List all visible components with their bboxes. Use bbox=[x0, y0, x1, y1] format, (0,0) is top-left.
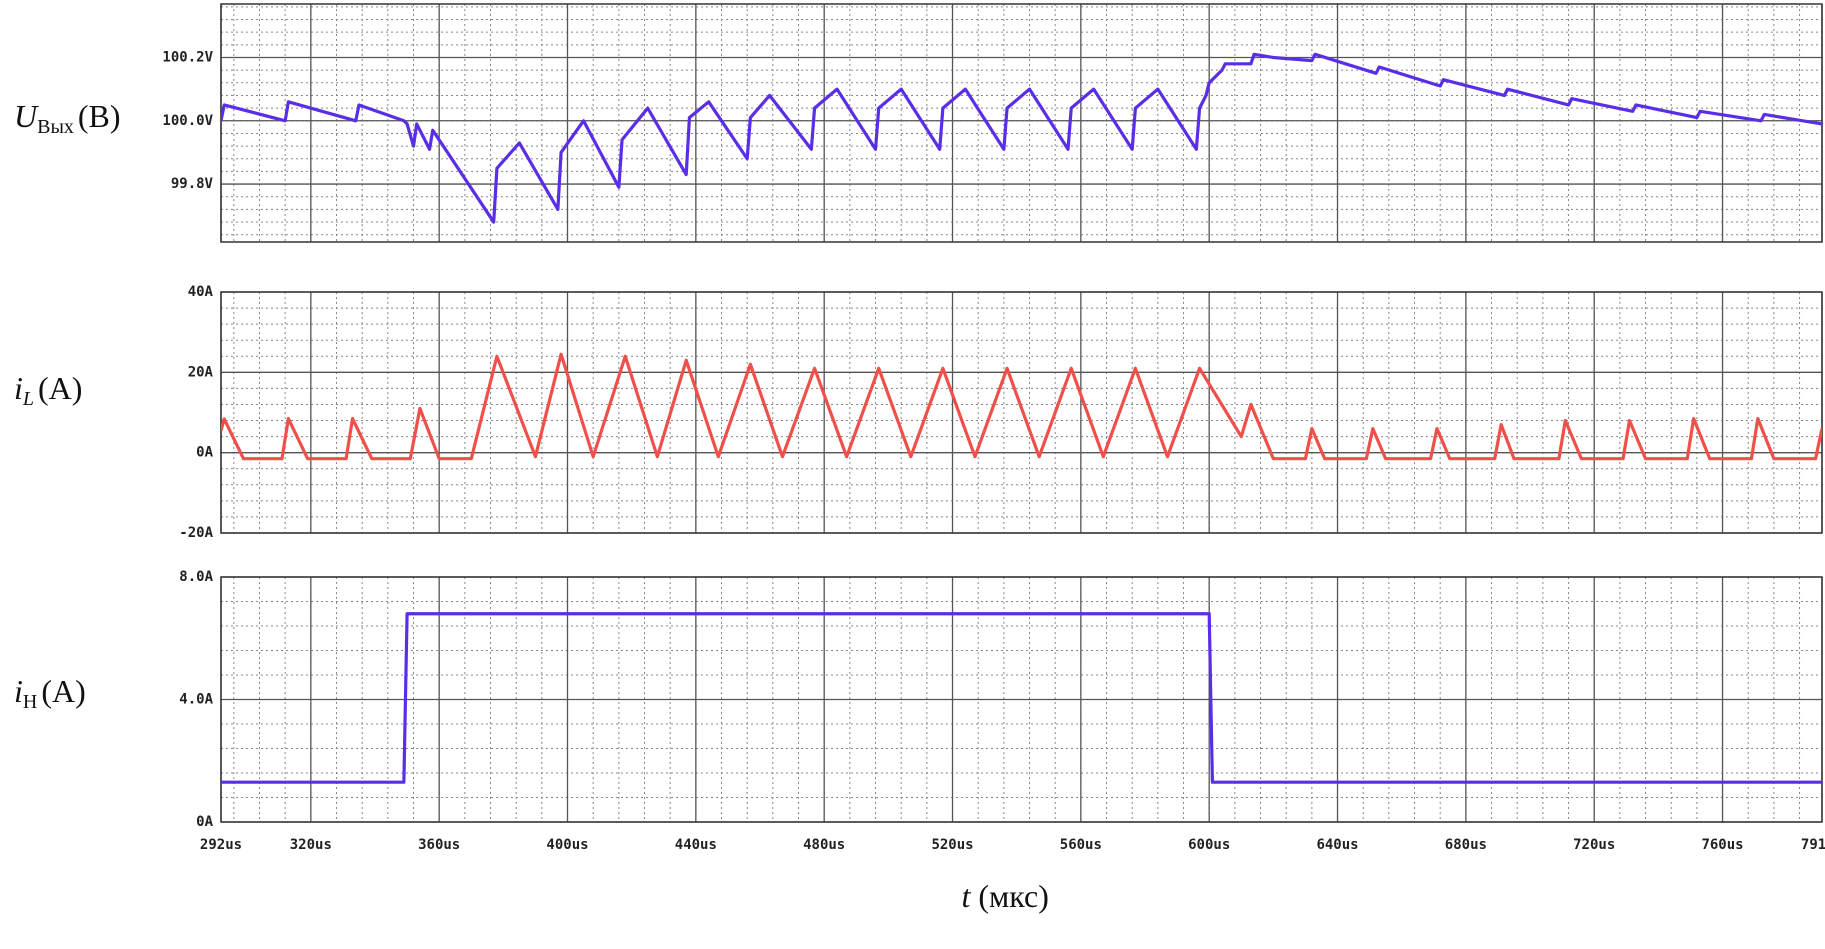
x-label-unit: (мкс) bbox=[978, 878, 1049, 914]
x-label-symbol: t bbox=[962, 878, 972, 914]
x-axis-label: t (мкс) bbox=[962, 878, 1049, 914]
y-tick-label: 100.0V bbox=[162, 113, 213, 129]
y-label-subscript: Н bbox=[23, 691, 37, 713]
y-tick-label: 40A bbox=[188, 284, 214, 300]
y-tick-label: 8.0A bbox=[179, 569, 213, 585]
y-tick-label: 0A bbox=[196, 814, 213, 830]
y-axis-label: iL (A) bbox=[14, 370, 82, 409]
y-tick-label: 99.8V bbox=[171, 176, 214, 192]
y-axis-label: iН (A) bbox=[14, 673, 86, 712]
y-label-unit: (A) bbox=[38, 370, 82, 406]
plot-frame bbox=[220, 3, 1823, 243]
x-tick-label: 680us bbox=[1445, 837, 1487, 853]
y-axis-label: UВых (В) bbox=[14, 98, 121, 137]
panel: 0A 4.0A 8.0A iН (A) 292us 320us 360us 400us 440us… bbox=[14, 569, 1825, 914]
x-tick-label: 400us bbox=[546, 837, 588, 853]
x-tick-label: 720us bbox=[1573, 837, 1615, 853]
x-tick-label: 292us bbox=[200, 837, 242, 853]
plot-frame bbox=[220, 291, 1823, 534]
x-tick-label: 560us bbox=[1060, 837, 1102, 853]
x-tick-label: 360us bbox=[418, 837, 460, 853]
panel: 99.8V 100.0V 100.2V UВых (В) bbox=[14, 3, 1823, 243]
x-tick-label: 640us bbox=[1316, 837, 1358, 853]
panel: -20A 0A 20A 40A iL (A) bbox=[14, 284, 1823, 541]
x-tick-label: 320us bbox=[290, 837, 332, 853]
x-tick-label: 760us bbox=[1701, 837, 1743, 853]
y-label-symbol: U bbox=[14, 98, 39, 134]
series-line bbox=[221, 352, 1822, 461]
y-label-unit: (A) bbox=[41, 673, 85, 709]
y-label-subscript: L bbox=[22, 388, 34, 410]
y-label-unit: (В) bbox=[78, 98, 121, 134]
y-tick-label: 20A bbox=[188, 364, 214, 380]
series-line bbox=[221, 612, 1822, 784]
y-label-symbol: i bbox=[14, 370, 23, 406]
x-tick-label: 600us bbox=[1188, 837, 1230, 853]
x-tick-label: 440us bbox=[675, 837, 717, 853]
y-label-symbol: i bbox=[14, 673, 23, 709]
y-tick-label: 100.2V bbox=[162, 49, 213, 65]
x-tick-label: 520us bbox=[931, 837, 973, 853]
x-tick-label: 791us bbox=[1801, 837, 1825, 853]
x-tick-label: 480us bbox=[803, 837, 845, 853]
plot-frame bbox=[220, 576, 1823, 823]
y-tick-label: 4.0A bbox=[179, 692, 213, 708]
series-line bbox=[221, 52, 1822, 224]
y-tick-label: 0A bbox=[196, 445, 213, 461]
y-tick-label: -20A bbox=[179, 525, 213, 541]
y-label-subscript: Вых bbox=[37, 116, 74, 138]
